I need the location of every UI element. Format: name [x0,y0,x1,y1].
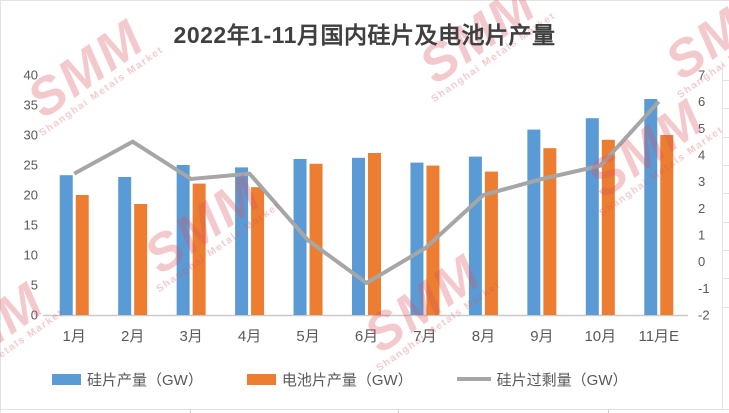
x-axis-label: 5月 [296,328,319,345]
bar-wafer-production [644,99,658,315]
bar-wafer-production [468,156,482,315]
wafer-series-swatch-icon [52,373,81,385]
chart-title: 2022年1-11月国内硅片及电池片产量 [173,22,556,48]
x-axis-label: 11月E [638,328,679,345]
bar-cell-production [484,171,498,315]
x-axis-label: 9月 [530,328,553,345]
bar-cell-production [309,163,323,315]
bottom-tick [608,409,609,413]
right-axis-tick-label: 5 [698,121,705,136]
right-axis-tick-label: 7 [698,68,705,83]
left-axis-tick-label: 0 [31,308,38,323]
bar-cell-production [543,148,557,315]
x-axis-label: 8月 [472,328,495,345]
left-axis-tick-label: 10 [24,248,38,263]
x-axis-label: 4月 [238,328,261,345]
x-axis-label: 7月 [413,328,436,345]
right-axis-tick-label: 1 [698,228,705,243]
legend-item-cell-production: 电池片产量（GW） [246,369,413,390]
bar-cell-production [601,139,615,315]
left-axis-tick-label: 30 [24,128,38,143]
top-border [0,0,729,1]
worksheet-row-line [722,108,729,109]
worksheet-row-line [722,137,729,138]
bar-wafer-production [59,175,73,315]
worksheet-row-line [722,165,729,166]
surplus-line [73,100,661,286]
bottom-tick [190,409,191,413]
worksheet-row-line [722,222,729,223]
bar-wafer-production [293,159,307,315]
bottom-gridline [0,409,729,410]
x-axis-label: 6月 [355,328,378,345]
legend-label: 硅片产量（GW） [87,371,203,389]
right-axis-tick-label: -2 [698,308,710,323]
right-axis-tick-label: -1 [698,281,710,296]
legend-item-wafer-production: 硅片产量（GW） [52,369,203,390]
left-axis-tick-label: 40 [24,68,38,83]
bar-wafer-production [235,167,249,315]
left-axis-tick-label: 35 [24,98,38,113]
right-axis-tick-label: 6 [698,94,705,109]
worksheet-row-line [722,250,729,251]
bar-wafer-production [410,162,424,315]
bar-wafer-production [352,157,365,315]
bar-wafer-production [527,129,541,315]
worksheet-row-line [722,80,729,81]
worksheet-row-line [722,278,729,279]
bar-cell-production [75,195,89,315]
left-axis-tick-label: 20 [24,188,38,203]
x-axis-label: 1月 [63,328,86,345]
x-axis-label: 2月 [121,328,144,345]
right-axis-tick-label: 2 [698,201,705,216]
right-gridline [722,64,723,409]
x-axis-label: 3月 [179,328,202,345]
cell-series-swatch-icon [246,373,276,385]
x-axis-label: 10月 [584,328,616,345]
right-axis-tick-label: 3 [698,174,705,189]
bar-wafer-production [585,118,599,315]
right-axis-tick-label: 4 [698,148,705,163]
right-axis-tick-label: 0 [698,254,705,269]
left-border [0,0,1,413]
legend-label: 电池片产量（GW） [281,371,413,389]
surplus-line-swatch-icon [456,377,491,381]
left-axis-tick-label: 15 [24,218,38,233]
legend-label: 硅片过剩量（GW） [496,371,628,389]
chart-legend: 硅片产量（GW） 电池片产量（GW） 硅片过剩量（GW） [52,368,627,390]
bar-cell-production [251,187,265,315]
bar-cell-production [368,153,381,315]
bar-cell-production [192,183,206,315]
left-axis-tick-label: 25 [24,158,38,173]
bar-wafer-production [176,165,190,315]
legend-item-wafer-surplus: 硅片过剩量（GW） [456,369,628,390]
bar-cell-production [660,135,674,315]
left-axis-tick-label: 5 [31,278,38,293]
worksheet-row-line [722,193,729,194]
bar-cell-production [134,204,148,315]
worksheet-row-line [722,307,729,308]
bottom-tick [398,409,399,413]
bar-wafer-production [118,177,132,315]
